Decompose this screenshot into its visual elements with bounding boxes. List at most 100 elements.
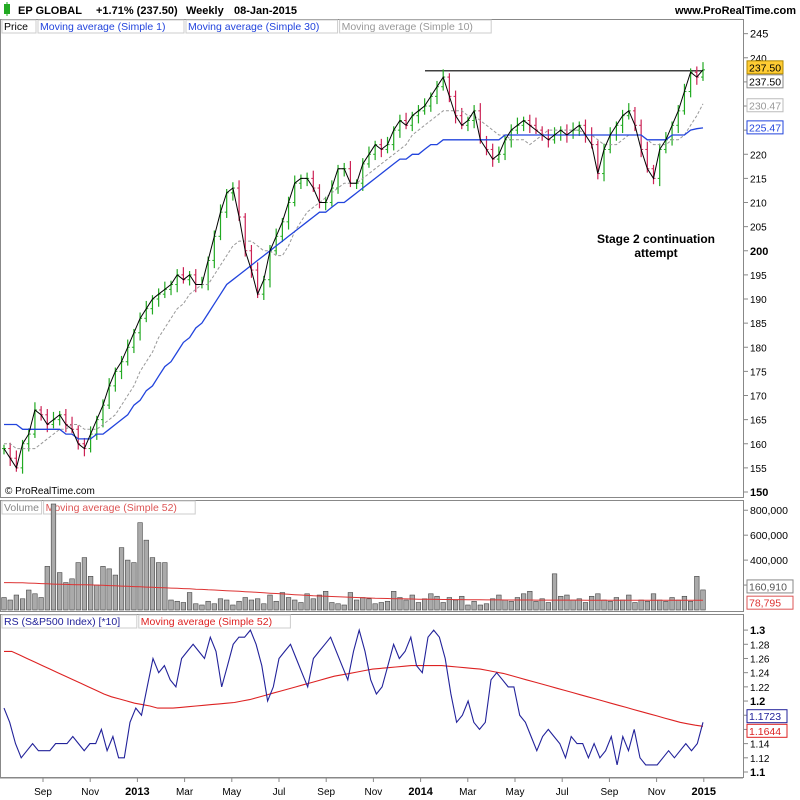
volume-bar — [663, 600, 669, 611]
date-label: 08-Jan-2015 — [234, 5, 297, 17]
price-badge-label: 237.50 — [749, 76, 781, 88]
volume-bar — [292, 599, 298, 611]
volume-bar — [211, 603, 217, 611]
change-label: +1.71% (237.50) — [96, 5, 178, 17]
volume-bar — [533, 600, 539, 611]
price-tick-label: 175 — [750, 367, 767, 378]
price-badge — [746, 98, 784, 113]
price-badge-label: 230.47 — [749, 100, 781, 112]
x-tick-label: May — [506, 787, 525, 798]
volume-bar — [391, 590, 397, 611]
price-tick-label: 220 — [750, 150, 767, 161]
price-tick-label: 170 — [750, 392, 767, 403]
volume-bar — [589, 595, 595, 611]
volume-bar — [397, 597, 403, 611]
volume-bar — [440, 602, 446, 611]
volume-bar — [558, 595, 564, 611]
rs-tick-label: 1.2 — [750, 696, 765, 708]
volume-bars — [1, 503, 706, 611]
rs-tick-label: 1.22 — [750, 683, 770, 694]
price-tick-label: 205 — [750, 223, 767, 234]
volume-bar — [112, 574, 118, 611]
volume-bar — [174, 600, 180, 611]
volume-bar — [607, 600, 613, 611]
rs-line — [3, 627, 704, 766]
volume-bar — [255, 598, 261, 611]
volume-bar — [545, 602, 551, 611]
legend-label: Moving average (Simple 10) — [342, 21, 473, 33]
volume-legend: Volume Moving average (Simple 52) — [1, 500, 196, 515]
volume-bar — [100, 566, 106, 611]
volume-bar — [236, 600, 242, 611]
volume-bar — [69, 578, 75, 611]
price-badge — [746, 74, 784, 89]
volume-bar — [471, 600, 477, 611]
volume-bar — [304, 593, 310, 611]
volume-bar — [657, 599, 663, 611]
legend-box — [1, 19, 37, 34]
volume-bar — [118, 547, 125, 611]
x-axis: Sep Nov 2013 Mar May Jul Sep Nov 2014 Mar May Jul Se… — [0, 777, 743, 798]
price-tick-label: 165 — [750, 416, 767, 427]
volume-bar — [13, 594, 19, 611]
rs-badge — [746, 723, 788, 738]
volume-bar — [323, 590, 329, 611]
volume-bar — [372, 603, 378, 611]
volume-bar — [434, 595, 440, 611]
price-badge — [746, 60, 784, 75]
volume-bar — [193, 603, 199, 611]
volume-bar — [205, 600, 211, 611]
volume-bar — [626, 594, 632, 611]
volume-bar — [81, 557, 88, 611]
x-tick-label: Jul — [273, 787, 286, 798]
volume-bar — [366, 598, 372, 611]
x-tick-label: Mar — [459, 787, 477, 798]
volume-bar — [347, 592, 354, 611]
volume-bar — [595, 593, 601, 611]
volume-bar — [496, 594, 502, 611]
volume-bar — [508, 600, 514, 611]
volume-bar — [267, 594, 273, 611]
volume-bar — [57, 572, 63, 611]
volume-bar — [168, 599, 174, 611]
volume-bar — [230, 604, 236, 611]
volume-bar — [694, 576, 700, 611]
rs-tick-label: 1.14 — [750, 740, 770, 751]
x-tick-label: Sep — [601, 787, 619, 798]
volume-bar — [638, 599, 644, 611]
price-panel: 150 155 160 165 170 175 180 185 190 195 200 205 210 2… — [0, 19, 784, 499]
volume-bar — [298, 602, 304, 611]
volume-bar — [310, 598, 316, 611]
legend-label: Volume — [4, 502, 39, 514]
volume-tick-label: 800,000 — [750, 505, 788, 517]
legend-label: RS (S&P500 Index) [*10] — [4, 616, 120, 628]
volume-bar — [224, 599, 230, 611]
volume-bar — [415, 602, 422, 611]
rs-legend: RS (S&P500 Index) [*10] Moving average (S… — [1, 614, 291, 629]
price-tick-label: 240 — [750, 54, 767, 65]
volume-bar — [335, 603, 341, 611]
rs-panel: 1.31.281.261.241.221.21.181.161.141.121.… — [0, 614, 788, 779]
volume-bar — [502, 599, 508, 611]
rs-ma-line — [4, 650, 704, 727]
volume-bar — [137, 522, 143, 611]
rs-badge — [746, 709, 788, 724]
volume-bar — [582, 602, 589, 611]
site-label[interactable]: www.ProRealTime.com — [674, 5, 796, 17]
volume-bar — [632, 602, 638, 611]
x-tick-label: Sep — [34, 787, 52, 798]
price-tick-label: 200 — [750, 246, 768, 258]
volume-bar — [50, 503, 57, 611]
volume-bar — [156, 562, 162, 611]
volume-bar — [106, 568, 112, 611]
volume-bar — [688, 600, 694, 611]
volume-bar — [452, 599, 459, 611]
volume-bar — [1, 597, 7, 611]
volume-bar — [681, 595, 688, 611]
price-badges: 237.50 237.50 230.47 225.47 — [746, 60, 784, 135]
volume-bar — [675, 599, 681, 611]
volume-bar — [521, 593, 527, 611]
volume-bar — [149, 557, 156, 611]
